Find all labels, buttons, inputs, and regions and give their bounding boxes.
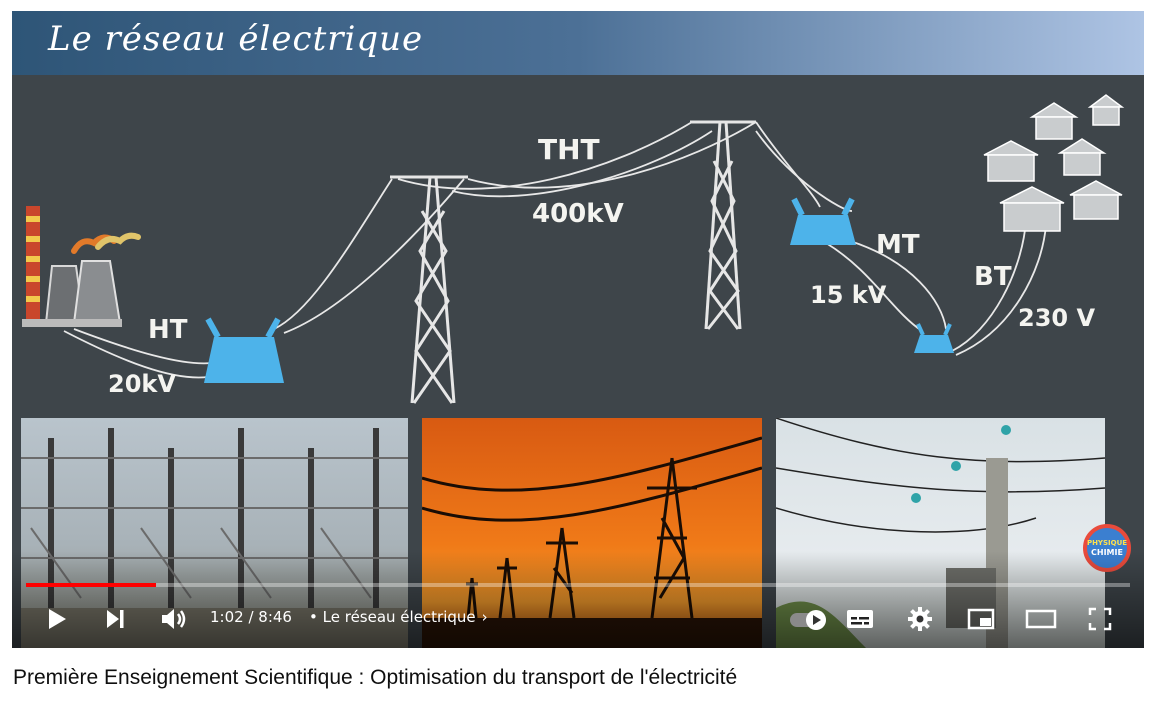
slide-title: Le réseau électrique [48,19,424,59]
label-bt-voltage: 230 V [1018,304,1095,332]
label-mt: MT [876,230,920,260]
label-ht: HT [148,315,188,345]
next-button[interactable] [97,601,133,637]
power-plant-illustration [22,206,141,327]
svg-text:PHYSIQUE: PHYSIQUE [1087,539,1127,547]
label-ht-voltage: 20kV [108,370,176,398]
chevron-right-icon: › [481,608,488,626]
pylon-left [390,175,468,404]
controls-gradient [12,551,1144,648]
label-bt: BT [974,262,1012,292]
slide-title-bar: Le réseau électrique [12,11,1144,75]
autoplay-toggle[interactable] [788,601,832,637]
volume-button[interactable] [155,601,191,637]
theater-icon [1025,609,1057,629]
progress-bar[interactable] [26,583,1130,587]
miniplayer-icon [967,608,995,630]
chapter-separator: • [309,608,318,626]
video-title: Première Enseignement Scientifique : Opt… [13,666,738,689]
play-button[interactable] [38,601,74,637]
play-icon [49,609,66,629]
fullscreen-button[interactable] [1082,601,1118,637]
autoplay-toggle-icon [790,610,826,630]
chapter-title: Le réseau électrique [322,608,476,626]
miniplayer-button[interactable] [963,601,999,637]
power-lines [63,121,1047,379]
transformer-tht [790,197,856,245]
settings-button[interactable] [902,601,938,637]
chapter-title-button[interactable]: • Le réseau électrique › [309,608,488,626]
theater-mode-button[interactable] [1023,601,1059,637]
next-icon [107,610,124,628]
label-mt-voltage: 15 kV [810,281,887,309]
fullscreen-icon [1088,607,1112,631]
settings-icon [908,607,932,631]
volume-icon [162,609,186,629]
houses-illustration [983,94,1125,232]
transformer-ht [204,317,284,383]
video-player[interactable]: HT 20kV THT 400kV MT 15 kV BT 230 V Le r… [12,11,1144,648]
label-tht: THT [538,133,600,166]
transformer-mt [914,323,954,353]
subtitles-icon [847,610,873,628]
pylon-right [690,120,756,330]
label-tht-voltage: 400kV [532,199,624,229]
time-display: 1:02 / 8:46 [210,608,292,626]
progress-played [26,583,157,587]
subtitles-button[interactable] [842,601,878,637]
